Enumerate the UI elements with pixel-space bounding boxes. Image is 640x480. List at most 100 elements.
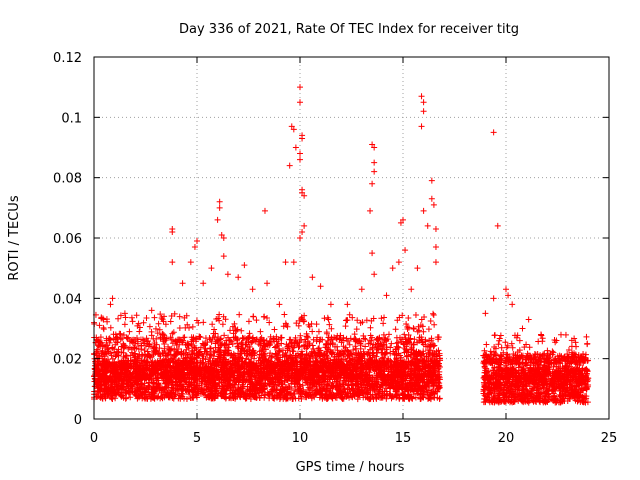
data-point — [161, 394, 168, 401]
data-point — [400, 368, 407, 375]
data-point — [232, 393, 239, 400]
data-point — [316, 394, 323, 401]
data-point — [414, 390, 421, 397]
data-point — [355, 358, 362, 365]
data-point — [150, 386, 157, 393]
data-point — [171, 358, 178, 365]
data-point — [383, 362, 390, 369]
data-point — [247, 380, 254, 387]
data-point — [419, 358, 426, 365]
data-point — [321, 372, 328, 379]
data-point — [310, 373, 317, 380]
data-point — [202, 365, 209, 372]
data-point — [282, 384, 289, 391]
data-point — [293, 375, 300, 382]
data-point — [206, 388, 213, 395]
data-point — [381, 390, 388, 397]
data-point — [357, 364, 364, 371]
data-point — [119, 380, 126, 386]
data-point — [322, 376, 329, 383]
data-point — [334, 361, 341, 368]
data-point — [359, 353, 366, 360]
data-point — [341, 385, 348, 392]
data-point — [402, 362, 409, 369]
data-point — [387, 392, 394, 399]
data-point — [378, 394, 385, 401]
data-point — [390, 393, 397, 400]
data-point — [102, 373, 109, 380]
data-point — [299, 391, 306, 398]
data-point — [298, 395, 305, 402]
data-point — [287, 394, 294, 401]
data-point — [157, 384, 164, 391]
data-point — [103, 369, 110, 376]
data-point — [330, 373, 337, 380]
data-point — [373, 353, 380, 360]
data-point — [393, 391, 400, 398]
data-point — [342, 356, 349, 363]
data-point — [409, 354, 416, 361]
data-point — [388, 376, 395, 383]
data-point — [280, 395, 287, 402]
data-point — [239, 373, 246, 380]
data-point — [111, 359, 118, 366]
data-point — [429, 380, 436, 387]
data-point — [413, 386, 420, 393]
data-point — [216, 376, 223, 383]
data-point — [148, 376, 155, 383]
data-point — [159, 373, 166, 380]
data-point — [220, 390, 227, 397]
data-point — [363, 374, 370, 381]
data-point — [269, 374, 276, 381]
data-point — [123, 387, 130, 394]
data-point — [265, 380, 272, 387]
data-point — [227, 390, 234, 397]
data-point — [166, 391, 173, 398]
data-point — [134, 362, 141, 369]
data-point — [173, 361, 180, 368]
data-point — [356, 391, 363, 398]
data-point — [189, 395, 196, 402]
data-point — [158, 372, 165, 379]
data-point — [419, 393, 426, 400]
data-point — [111, 386, 118, 393]
data-point — [351, 361, 358, 368]
data-point — [125, 365, 132, 372]
data-point — [275, 376, 282, 383]
data-point — [235, 365, 242, 372]
data-point — [116, 389, 123, 396]
data-point — [305, 384, 312, 391]
data-point — [253, 394, 260, 401]
data-point — [434, 394, 441, 401]
data-point — [272, 367, 279, 374]
data-point — [214, 369, 221, 376]
data-point — [98, 366, 105, 373]
data-point — [134, 355, 141, 362]
chart-title: Day 336 of 2021, Rate Of TEC Index for r… — [179, 22, 519, 37]
data-point — [381, 373, 388, 380]
data-point — [179, 375, 186, 382]
data-point — [298, 388, 305, 395]
data-point — [142, 395, 149, 402]
data-point — [234, 369, 241, 376]
data-point — [372, 391, 379, 398]
data-point — [349, 366, 356, 373]
data-point — [339, 368, 346, 375]
data-point — [173, 375, 180, 382]
data-point — [224, 374, 231, 381]
data-point — [116, 371, 123, 378]
data-point — [354, 396, 361, 403]
data-point — [353, 368, 360, 375]
data-point — [322, 391, 329, 398]
data-point — [373, 374, 380, 381]
data-point — [288, 375, 295, 382]
data-point — [246, 391, 253, 398]
data-point — [149, 380, 156, 387]
data-point — [203, 394, 210, 401]
data-point — [274, 392, 281, 399]
data-point — [218, 362, 225, 369]
data-point — [324, 355, 331, 362]
data-point — [113, 368, 120, 375]
data-point — [359, 360, 366, 367]
